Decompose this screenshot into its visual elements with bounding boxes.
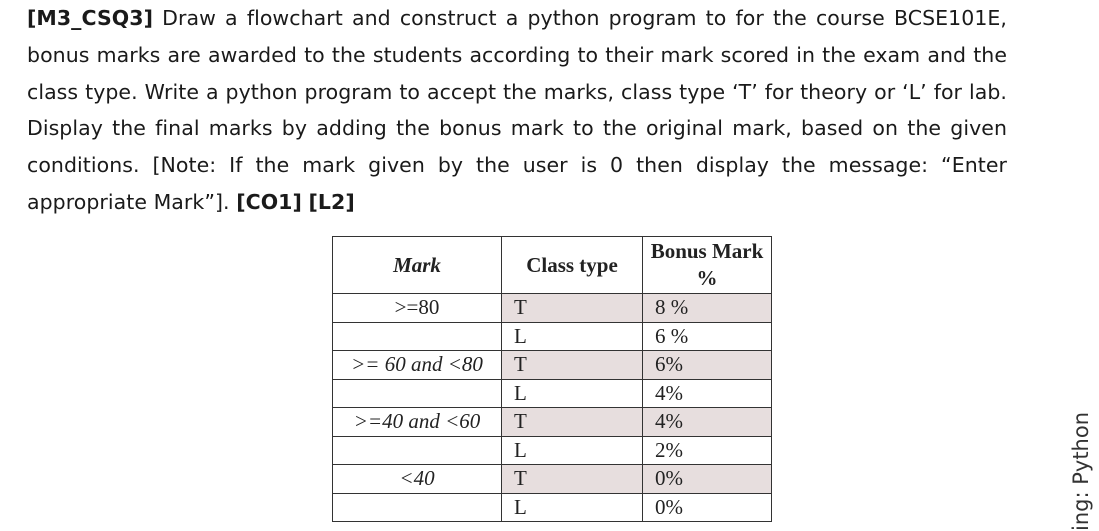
level-tag: [L2] [308,189,355,214]
course-outcome-tag: [CO1] [236,189,302,214]
bonus-cell: 8 % [642,293,772,323]
mark-cell: <40 [332,464,502,494]
bonus-cell: 0% [642,492,772,522]
class-type-cell: L [501,435,643,465]
mark-cell [332,435,502,465]
table-row: >= 60 and <80 T 6% [332,350,772,380]
table-row: L 6 % [332,321,772,351]
header-class-type: Class type [501,236,643,294]
bonus-cell: 0% [642,464,772,494]
class-type-cell: T [501,407,643,437]
table-row: >=80 T 8 % [332,293,772,323]
question-text: Draw a flowchart and construct a python … [27,6,1007,214]
table-row: L 0% [332,492,772,522]
bonus-cell: 4% [642,378,772,408]
bonus-cell: 6% [642,350,772,380]
table-row: >=40 and <60 T 4% [332,407,772,437]
question-paragraph: [M3_CSQ3] Draw a flowchart and construct… [27,0,1007,221]
mark-cell: >= 60 and <80 [332,350,502,380]
class-type-cell: L [501,492,643,522]
bonus-mark-table: Mark Class type Bonus Mark % >=80 T 8 % … [332,236,772,522]
table-header-row: Mark Class type Bonus Mark % [332,236,772,294]
table-row: <40 T 0% [332,464,772,494]
mark-cell: >=80 [332,293,502,323]
class-type-cell: T [501,464,643,494]
bonus-cell: 2% [642,435,772,465]
bonus-cell: 6 % [642,321,772,351]
class-type-cell: L [501,321,643,351]
table-row: L 4% [332,378,772,408]
class-type-cell: T [501,350,643,380]
table-row: L 2% [332,435,772,465]
question-tag: [M3_CSQ3] [27,6,153,30]
class-type-cell: T [501,293,643,323]
class-type-cell: L [501,378,643,408]
header-bonus-mark: Bonus Mark % [642,236,772,294]
mark-cell [332,492,502,522]
mark-cell: >=40 and <60 [332,407,502,437]
mark-cell [332,321,502,351]
bonus-cell: 4% [642,407,772,437]
side-margin-text: ing: Python [1069,411,1093,531]
header-mark: Mark [332,236,502,294]
mark-cell [332,378,502,408]
